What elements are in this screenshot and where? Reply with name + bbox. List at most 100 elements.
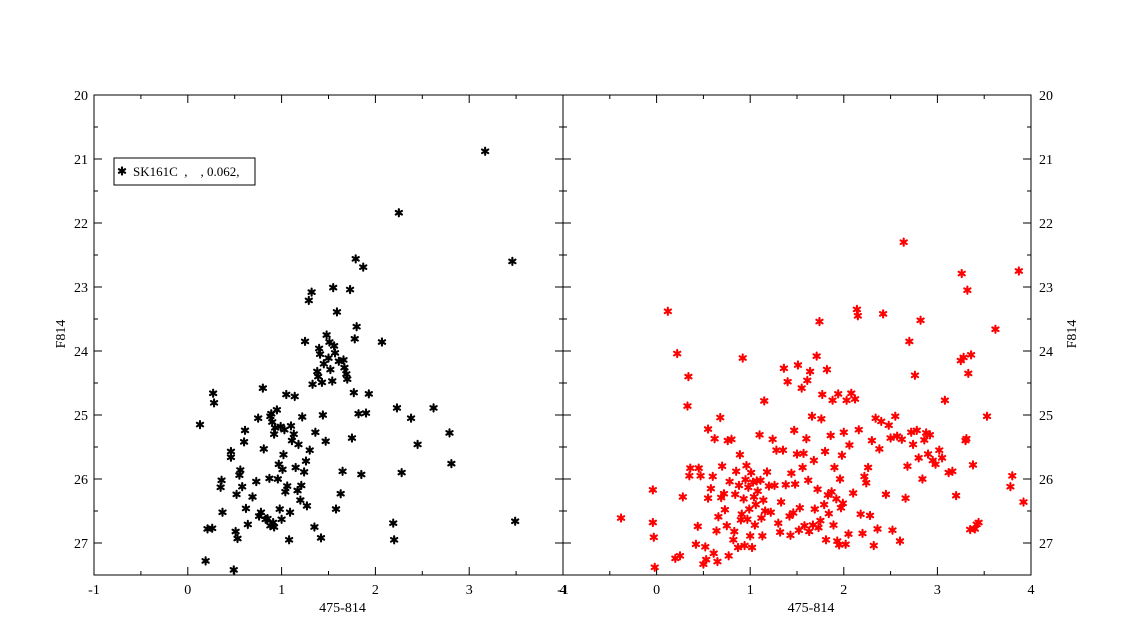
scatter-point — [258, 383, 268, 393]
scatter-point — [328, 376, 337, 386]
scatter-point — [892, 431, 902, 441]
scatter-point — [305, 445, 314, 455]
scatter-point — [308, 379, 317, 389]
scatter-point — [377, 337, 387, 347]
scatter-point — [354, 409, 363, 419]
scatter-point — [663, 306, 672, 316]
scatter-point — [208, 388, 218, 398]
y-tick-label: 21 — [1039, 153, 1053, 168]
scatter-point — [720, 505, 730, 515]
scatter-point — [737, 509, 746, 519]
scatter-point — [937, 453, 947, 463]
scatter-point — [853, 311, 863, 321]
scatter-point — [948, 466, 957, 476]
scatter-point — [751, 499, 760, 510]
scatter-point — [208, 523, 217, 533]
scatter-point — [974, 517, 983, 528]
scatter-point — [745, 504, 754, 514]
scatter-point — [694, 463, 703, 473]
scatter-point — [774, 518, 783, 528]
scatter-point — [1008, 471, 1017, 481]
scatter-point — [920, 435, 929, 445]
scatter-point — [725, 476, 734, 487]
scatter-point — [807, 411, 817, 421]
scatter-point — [272, 405, 282, 415]
scatter-point — [304, 295, 313, 306]
y-tick-label: 25 — [74, 409, 88, 424]
scatter-point — [842, 395, 851, 405]
x-tick-label: -1 — [88, 583, 100, 598]
scatter-point — [901, 493, 910, 503]
scatter-point — [740, 540, 749, 551]
scatter-point — [916, 315, 925, 325]
x-tick-label: 1 — [747, 583, 754, 598]
scatter-point — [847, 388, 856, 398]
scatter-point — [778, 445, 788, 455]
scatter-point — [1014, 266, 1023, 276]
scatter-point — [776, 497, 786, 507]
scatter-point — [816, 515, 825, 526]
scatter-point — [905, 336, 914, 347]
scatter-point — [268, 417, 277, 427]
scatter-point — [884, 420, 893, 430]
scatter-point — [248, 492, 257, 502]
scatter-point — [848, 488, 858, 498]
scatter-point — [696, 471, 705, 481]
scatter-point — [243, 519, 252, 530]
scatter-point — [968, 460, 978, 470]
scatter-point — [734, 480, 744, 491]
scatter-point — [875, 444, 884, 454]
scatter-point — [830, 462, 839, 473]
scatter-point — [345, 284, 355, 295]
scatter-point — [982, 411, 992, 421]
scatter-point — [252, 476, 261, 487]
scatter-point — [703, 424, 713, 434]
scatter-point — [959, 352, 968, 363]
scatter-point — [1006, 482, 1015, 492]
scatter-point — [447, 458, 456, 469]
x-tick-label: 4 — [560, 583, 567, 598]
scatter-point — [770, 480, 779, 491]
scatter-point — [406, 413, 416, 423]
scatter-point — [819, 499, 829, 510]
scatter-point — [397, 467, 406, 478]
scatter-point — [394, 208, 404, 218]
x-tick-label: 1 — [278, 583, 285, 598]
scatter-point — [239, 437, 249, 447]
scatter-point — [364, 389, 374, 399]
scatter-point — [897, 434, 906, 444]
scatter-point — [826, 430, 835, 441]
scatter-point — [722, 521, 731, 531]
legend-box — [113, 157, 256, 186]
scatter-point — [218, 507, 227, 517]
scatter-point — [744, 482, 753, 492]
scatter-point — [678, 492, 687, 502]
y-tick-label: 26 — [74, 473, 88, 488]
scatter-point — [940, 395, 950, 405]
scatter-point — [710, 434, 719, 444]
scatter-point — [824, 508, 833, 519]
scatter-point — [322, 330, 331, 340]
scatter-point — [733, 542, 743, 553]
scatter-point — [316, 533, 326, 543]
scatter-point — [349, 387, 358, 398]
scatter-point — [839, 427, 848, 437]
scatter-point — [338, 466, 347, 476]
scatter-point — [793, 360, 803, 370]
scatter-point — [731, 466, 741, 476]
scatter-point — [307, 287, 316, 297]
y-tick-label: 23 — [74, 281, 88, 296]
scatter-point — [800, 521, 809, 531]
scatter-point — [392, 403, 402, 413]
scatter-point — [336, 489, 345, 499]
scatter-point — [685, 471, 694, 481]
scatter-point — [727, 434, 736, 444]
scatter-point — [756, 475, 765, 485]
scatter-point — [321, 436, 330, 446]
scatter-point — [716, 412, 725, 423]
scatter-point — [201, 556, 210, 566]
scatter-point — [787, 468, 796, 478]
x-tick-label: 3 — [466, 583, 473, 598]
scatter-point — [854, 425, 863, 435]
